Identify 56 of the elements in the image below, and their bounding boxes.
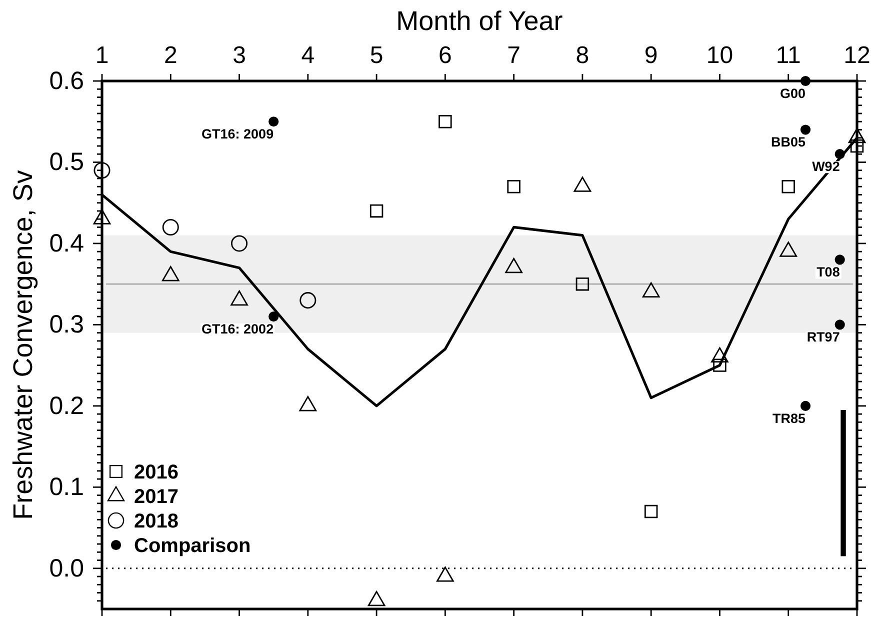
legend-label: 2017 [134, 486, 178, 508]
x-tick-label: 9 [644, 42, 658, 69]
annotation: GT16: 2002 [202, 322, 274, 337]
point [800, 76, 811, 86]
y-tick-label: 0.1 [49, 473, 84, 502]
point [299, 396, 317, 412]
point [713, 358, 726, 372]
y-tick-label: 0.0 [49, 554, 84, 582]
annotation: BB05 [771, 134, 806, 150]
point [800, 124, 811, 135]
point [436, 566, 454, 582]
annotation: GT16: 2009 [202, 126, 274, 142]
point [94, 162, 110, 179]
x-tick-label: 12 [844, 42, 870, 69]
x-tick-label: 7 [507, 42, 520, 69]
point [438, 115, 452, 128]
point [834, 254, 845, 265]
x-tick-label: 11 [776, 42, 801, 69]
point [576, 277, 590, 291]
y-axis-title: Freshwater Convergence, Sv [8, 170, 38, 520]
y-tick-label: 0.5 [49, 148, 84, 176]
x-tick-label: 5 [370, 42, 384, 69]
y-tick-label: 0.4 [49, 229, 84, 258]
point [782, 180, 795, 194]
point [834, 149, 845, 160]
annotation: TR85 [772, 410, 806, 426]
y-tick-label: 0.3 [49, 310, 84, 339]
x-tick-label: 1 [95, 42, 109, 69]
annotation: W92 [812, 159, 840, 174]
point [370, 204, 384, 218]
point [368, 590, 386, 606]
x-tick-label: 4 [301, 42, 315, 69]
y-tick-label: 0.6 [49, 67, 84, 95]
point [834, 320, 845, 330]
point [800, 400, 811, 411]
x-tick-label: 3 [232, 42, 246, 69]
point [644, 504, 658, 518]
y-tick-label: 0.2 [49, 392, 84, 420]
legend-label: Comparison [134, 535, 251, 557]
annotation: RT97 [806, 330, 840, 345]
point [162, 218, 179, 236]
x-tick-label: 10 [706, 42, 734, 69]
x-tick-label: 6 [438, 42, 452, 69]
point [850, 139, 864, 153]
legend-label: 2016 [134, 462, 178, 484]
point [300, 292, 316, 309]
point [268, 312, 279, 322]
annotation: T08 [816, 264, 840, 280]
x-tick-label: 8 [576, 42, 590, 69]
point [231, 235, 248, 252]
point [268, 116, 279, 127]
annotation: G00 [780, 86, 806, 101]
point [507, 180, 520, 194]
legend-label: 2018 [134, 510, 178, 532]
x-tick-label: 2 [164, 42, 178, 69]
x-axis-title: Month of Year [396, 6, 563, 36]
